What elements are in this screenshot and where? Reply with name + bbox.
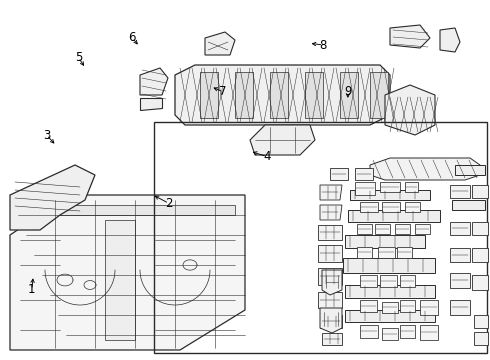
Bar	[154, 122, 487, 353]
Polygon shape	[370, 72, 388, 118]
Polygon shape	[474, 315, 488, 328]
Polygon shape	[318, 245, 342, 262]
Polygon shape	[10, 195, 245, 350]
Text: 6: 6	[128, 31, 136, 44]
Polygon shape	[318, 225, 342, 240]
Polygon shape	[322, 270, 342, 295]
Polygon shape	[10, 165, 95, 230]
Polygon shape	[400, 275, 415, 287]
Polygon shape	[348, 210, 440, 222]
Polygon shape	[140, 98, 162, 110]
Polygon shape	[420, 300, 438, 315]
Polygon shape	[400, 325, 415, 338]
Polygon shape	[395, 224, 410, 234]
Polygon shape	[400, 300, 415, 312]
Polygon shape	[450, 248, 470, 262]
Polygon shape	[382, 302, 398, 313]
Polygon shape	[318, 292, 342, 308]
Polygon shape	[318, 268, 342, 285]
Polygon shape	[345, 310, 435, 322]
Polygon shape	[380, 275, 397, 287]
Polygon shape	[357, 247, 372, 258]
Polygon shape	[455, 165, 485, 175]
Polygon shape	[205, 32, 235, 55]
Polygon shape	[380, 182, 400, 192]
Polygon shape	[440, 28, 460, 52]
Polygon shape	[450, 273, 470, 288]
Polygon shape	[397, 247, 412, 258]
Polygon shape	[472, 222, 488, 235]
Polygon shape	[450, 300, 470, 315]
Polygon shape	[360, 275, 377, 287]
Polygon shape	[320, 185, 342, 200]
Polygon shape	[105, 220, 135, 340]
Polygon shape	[340, 72, 358, 118]
Polygon shape	[235, 72, 253, 118]
Polygon shape	[360, 325, 378, 338]
Polygon shape	[405, 202, 420, 212]
Text: 8: 8	[319, 39, 327, 51]
Polygon shape	[450, 185, 470, 198]
Polygon shape	[350, 190, 430, 200]
Polygon shape	[378, 247, 395, 258]
Text: 3: 3	[43, 129, 50, 141]
Polygon shape	[452, 200, 485, 210]
Polygon shape	[270, 72, 288, 118]
Text: 5: 5	[74, 51, 82, 64]
Polygon shape	[450, 222, 470, 235]
Polygon shape	[30, 205, 235, 215]
Polygon shape	[360, 202, 378, 212]
Polygon shape	[200, 72, 218, 118]
Polygon shape	[382, 328, 398, 340]
Polygon shape	[355, 182, 375, 195]
Polygon shape	[420, 325, 438, 340]
Polygon shape	[472, 185, 488, 198]
Polygon shape	[360, 300, 377, 312]
Polygon shape	[357, 224, 372, 234]
Polygon shape	[345, 235, 425, 248]
Text: 1: 1	[28, 283, 36, 296]
Polygon shape	[472, 248, 488, 262]
Polygon shape	[140, 68, 168, 95]
Text: 7: 7	[219, 85, 227, 98]
Polygon shape	[320, 315, 342, 328]
Polygon shape	[472, 275, 488, 290]
Polygon shape	[330, 168, 348, 180]
Text: 2: 2	[165, 197, 173, 210]
Text: 9: 9	[344, 85, 352, 98]
Polygon shape	[385, 85, 435, 135]
Text: 4: 4	[263, 150, 271, 163]
Polygon shape	[370, 158, 480, 180]
Polygon shape	[390, 25, 430, 48]
Polygon shape	[175, 65, 390, 125]
Polygon shape	[355, 168, 373, 180]
Polygon shape	[415, 224, 430, 234]
Polygon shape	[345, 285, 435, 298]
Polygon shape	[250, 125, 315, 155]
Polygon shape	[474, 332, 488, 345]
Polygon shape	[322, 333, 342, 345]
Polygon shape	[375, 224, 390, 234]
Polygon shape	[305, 72, 323, 118]
Polygon shape	[343, 258, 435, 273]
Polygon shape	[405, 182, 418, 192]
Polygon shape	[382, 202, 400, 212]
Polygon shape	[320, 308, 342, 333]
Polygon shape	[320, 205, 342, 220]
